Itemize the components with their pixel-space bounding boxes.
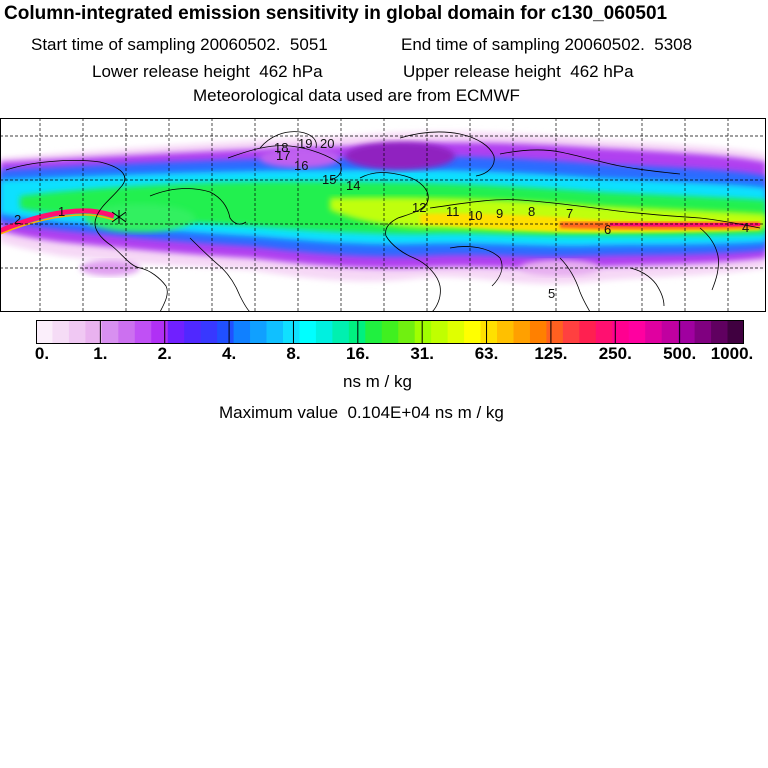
colorbar <box>36 320 744 344</box>
colorbar-cell <box>217 320 235 344</box>
colorbar-frame <box>36 320 744 344</box>
colorbar-cell <box>381 320 399 344</box>
track-label: 11 <box>446 204 460 219</box>
colorbar-cell <box>52 320 70 344</box>
track-label: 19 <box>298 136 312 151</box>
colorbar-cell <box>497 320 515 344</box>
track-label: 9 <box>496 206 503 221</box>
track-label: 4 <box>742 220 749 235</box>
track-label: 15 <box>322 172 336 187</box>
colorbar-cell <box>36 320 54 344</box>
sampling-start: Start time of sampling 20060502. 5051 <box>31 35 328 54</box>
colorbar-cell <box>332 320 350 344</box>
colorbar-cell <box>628 320 646 344</box>
colorbar-tick-label: 63. <box>474 344 499 363</box>
graticule <box>0 118 766 312</box>
release-track-labels: 1 2 4 5 6 7 8 9 10 11 12 14 15 16 17 18 … <box>14 136 749 301</box>
colorbar-cell <box>711 320 729 344</box>
colorbar-cell <box>464 320 482 344</box>
track-label: 18 <box>274 140 288 155</box>
colorbar-cell <box>315 320 333 344</box>
colorbar-cell <box>68 320 86 344</box>
colorbar-cell <box>151 320 169 344</box>
colorbar-tick-label: 31. <box>410 344 434 363</box>
upper-release-height: Upper release height 462 hPa <box>403 62 634 81</box>
colorbar-tick-label: 4. <box>221 344 237 363</box>
colorbar-cell <box>85 320 103 344</box>
colorbar-cell <box>579 320 597 344</box>
colorbar-cell <box>661 320 679 344</box>
colorbar-cell <box>250 320 268 344</box>
track-label: 14 <box>346 178 360 193</box>
sampling-end: End time of sampling 20060502. 5308 <box>401 35 693 54</box>
colorbar-cell <box>595 320 613 344</box>
track-label: 16 <box>294 158 308 173</box>
track-label: 2 <box>14 212 21 227</box>
colorbar-tick-label: 500. <box>663 344 697 363</box>
maximum-value: Maximum value 0.104E+04 ns m / kg <box>219 403 504 422</box>
colorbar-cell <box>167 320 185 344</box>
track-label: 8 <box>528 204 535 219</box>
met-data-source: Meteorological data used are from ECMWF <box>193 86 520 105</box>
track-label: 6 <box>604 222 611 237</box>
colorbar-cell <box>447 320 465 344</box>
emission-sensitivity-map: 1 2 4 5 6 7 8 9 10 11 12 14 15 16 17 18 … <box>0 118 766 312</box>
colorbar-tick-label: 2. <box>157 344 172 363</box>
colorbar-tick-label: 8. <box>286 344 301 363</box>
track-label: 10 <box>468 208 482 223</box>
colorbar-cell <box>612 320 630 344</box>
sensitivity-field <box>0 131 766 285</box>
colorbar-cell <box>694 320 712 344</box>
track-label: 5 <box>548 286 555 301</box>
track-label: 20 <box>320 136 334 151</box>
colorbar-cell <box>529 320 548 344</box>
colorbar-cell <box>678 320 696 344</box>
colorbar-cell <box>134 320 152 344</box>
track-label: 7 <box>566 206 573 221</box>
colorbar-cell <box>184 320 202 344</box>
colorbar-cell <box>299 320 317 344</box>
colorbar-tick-label: 250. <box>598 344 632 363</box>
colorbar-cell <box>233 320 251 344</box>
lower-release-height: Lower release height 462 hPa <box>92 62 323 81</box>
colorbar-cell <box>398 320 416 344</box>
track-label: 17 <box>276 148 290 163</box>
colorbar-cell <box>480 320 498 344</box>
colorbar-tick-label: 16. <box>345 344 370 363</box>
colorbar-cell <box>727 320 744 344</box>
colorbar-cell <box>365 320 383 344</box>
colorbar-tick-label: 0. <box>34 344 50 363</box>
colorbar-cell <box>513 320 531 344</box>
track-label: 1 <box>58 204 65 219</box>
colorbar-cell <box>562 320 580 344</box>
colorbar-cell <box>266 320 284 344</box>
colorbar-tick-label: 125. <box>534 344 568 363</box>
colorbar-unit: ns m / kg <box>343 372 412 391</box>
plot-title: Column-integrated emission sensitivity i… <box>4 3 668 24</box>
colorbar-cell <box>200 320 218 344</box>
release-point-marker <box>111 210 127 224</box>
track-label: 12 <box>412 200 426 215</box>
colorbar-cell <box>431 320 449 344</box>
coastlines <box>5 131 761 312</box>
colorbar-cell <box>546 320 564 344</box>
colorbar-cell <box>282 320 301 344</box>
colorbar-cell <box>414 320 432 344</box>
colorbar-cell <box>118 320 136 344</box>
colorbar-cell <box>101 320 119 344</box>
colorbar-tick-label: 1000. <box>710 344 754 363</box>
colorbar-tick-label: 1. <box>93 344 108 363</box>
map-frame <box>0 118 766 312</box>
colorbar-cell <box>645 320 663 344</box>
